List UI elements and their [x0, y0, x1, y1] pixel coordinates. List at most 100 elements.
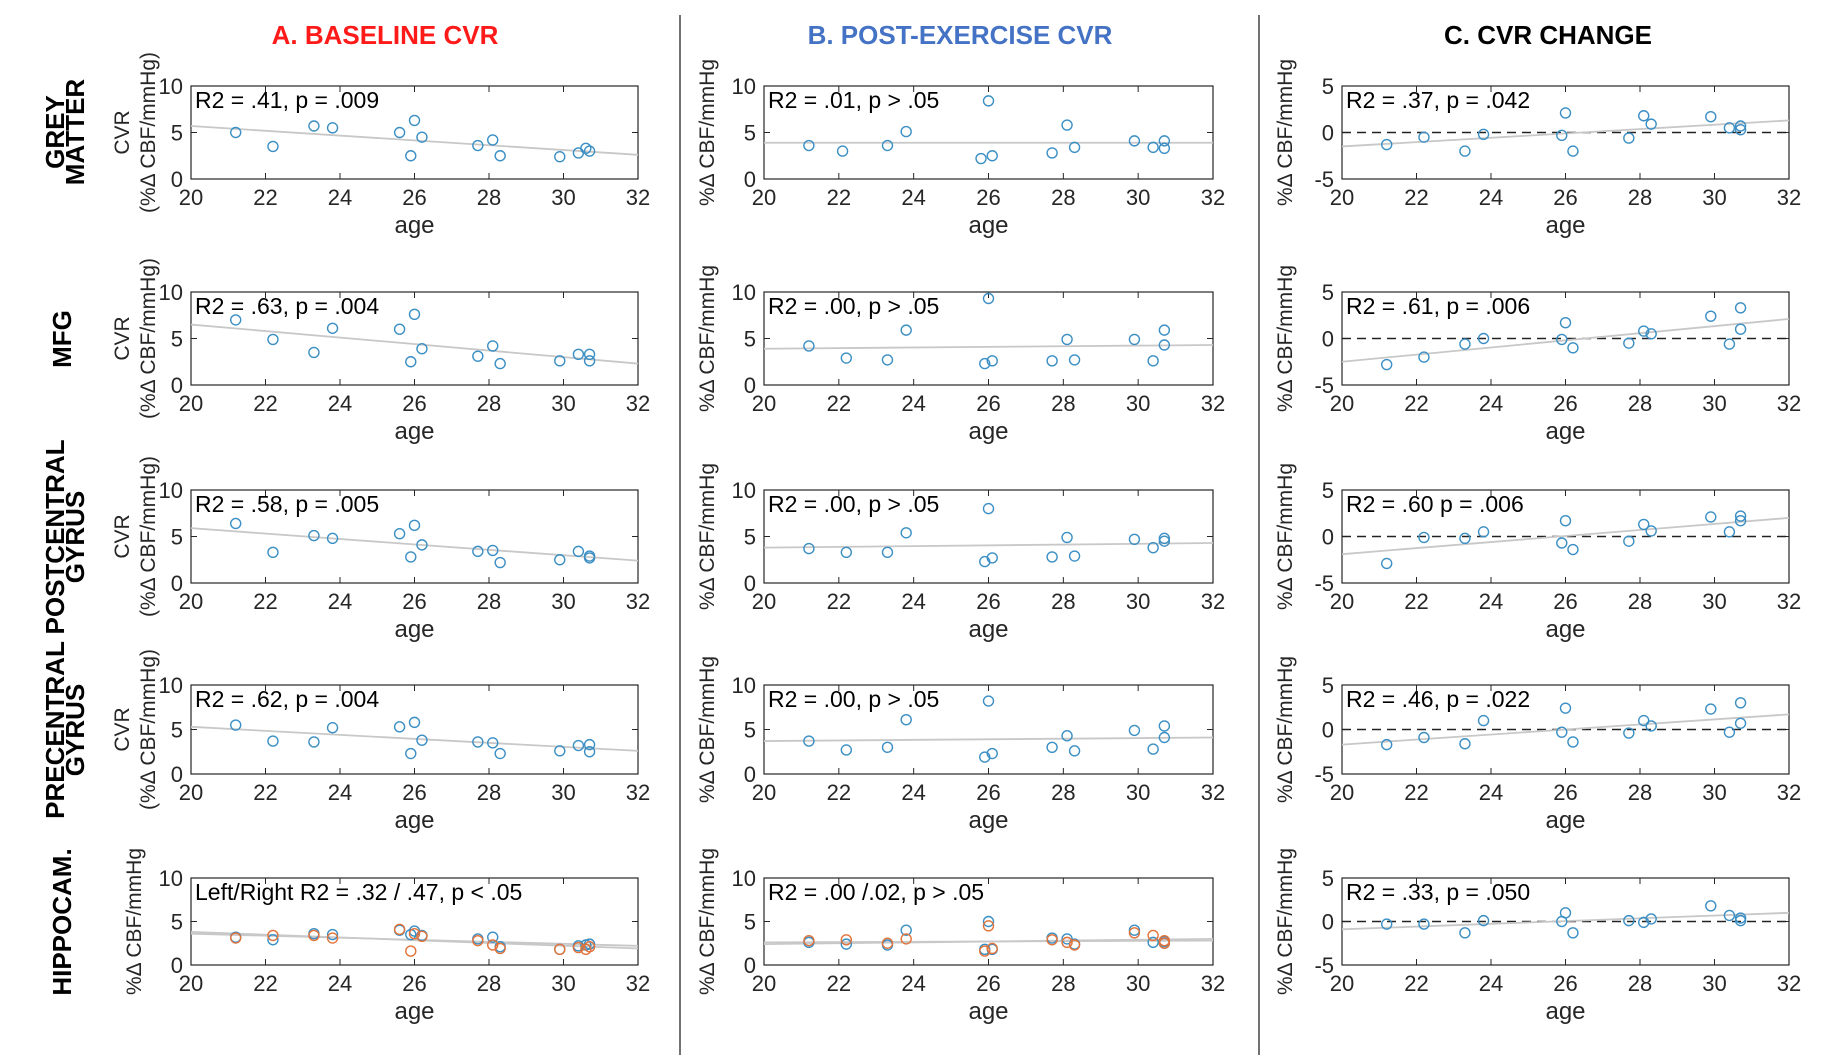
data-point-orange	[308, 929, 320, 942]
x-axis-label: age	[394, 616, 434, 643]
data-point-blue	[1158, 532, 1171, 545]
column-title-a: A. BASELINE CVR	[272, 20, 499, 50]
x-tick-label: 30	[1126, 391, 1150, 416]
y-axis-label: %Δ CBF/mmHg	[696, 656, 719, 803]
data-point-blue	[1559, 702, 1572, 714]
data-point-blue	[572, 545, 585, 558]
y-tick-label: 0	[744, 571, 756, 596]
y-axis-label: %Δ CBF/mmHg	[696, 265, 719, 412]
row-label-2-0: POSTCENTRAL	[40, 439, 70, 634]
data-point-blue	[1061, 531, 1073, 544]
panel-B3: 20 22 24 26 28 30 32 0 5 10 age %Δ CBF/mmHg R2 = .00…	[696, 463, 1225, 643]
data-point-blue	[554, 745, 566, 757]
data-point-blue	[405, 150, 417, 162]
x-axis-label: age	[968, 212, 1008, 239]
plot-area	[1342, 302, 1789, 371]
y-axis-label: (%Δ CBF/mmHg)	[137, 456, 160, 617]
data-point-blue	[472, 350, 484, 362]
x-tick-label: 26	[976, 780, 1000, 805]
data-point-orange	[979, 945, 991, 957]
data-point-blue	[583, 145, 596, 157]
x-tick-label: 28	[1051, 971, 1075, 996]
panel-A1: 20 22 24 26 28 30 32 0 5 10 age CVR (%Δ CBF/mmHg) R2 …	[111, 52, 650, 239]
data-point-blue	[982, 695, 995, 707]
x-tick-label: 30	[1702, 780, 1726, 805]
x-tick-label: 20	[752, 185, 776, 210]
panel-B4: 20 22 24 26 28 30 32 0 5 10 age %Δ CBF/mmHg R2 = .00…	[696, 656, 1225, 834]
plot-area	[764, 915, 1213, 957]
plot-frame	[190, 684, 639, 775]
data-point-blue	[1723, 338, 1736, 350]
x-tick-label: 28	[477, 589, 501, 614]
data-point-orange	[881, 937, 894, 949]
data-point-blue	[1567, 543, 1579, 556]
x-tick-label: 26	[976, 391, 1000, 416]
y-tick-label: 0	[171, 762, 183, 787]
data-point-blue	[1734, 697, 1747, 709]
data-point-blue	[408, 308, 421, 321]
data-point-orange	[393, 923, 406, 936]
data-point-blue	[494, 747, 506, 760]
x-tick-label: 32	[1777, 589, 1801, 614]
regression-line-2	[191, 932, 638, 947]
x-tick-label: 28	[1628, 971, 1652, 996]
plot-area	[1342, 900, 1789, 939]
x-tick-label: 22	[827, 391, 851, 416]
data-point-blue	[408, 519, 421, 532]
x-tick-label: 32	[626, 971, 650, 996]
x-axis-label: age	[968, 418, 1008, 445]
data-point-blue	[900, 125, 912, 138]
data-point-orange	[472, 934, 484, 947]
stat-annotation: R2 = .41, p = .009	[195, 87, 379, 113]
data-point-blue	[267, 333, 279, 346]
data-point-blue	[405, 551, 417, 563]
x-axis-label: age	[394, 212, 434, 239]
row-label-4-0: HIPPOCAM.	[47, 848, 77, 995]
data-point-blue	[986, 747, 998, 760]
data-point-blue	[1068, 141, 1081, 154]
x-tick-label: 22	[827, 185, 851, 210]
data-point-blue	[840, 744, 853, 756]
data-point-blue	[583, 738, 596, 751]
x-tick-label: 30	[551, 185, 575, 210]
x-tick-label: 22	[253, 589, 277, 614]
data-point-blue	[1734, 120, 1747, 132]
plot-area	[191, 716, 638, 760]
x-axis-label: age	[1545, 212, 1585, 239]
data-point-blue	[326, 928, 339, 941]
data-point-orange	[572, 941, 585, 954]
data-point-orange	[982, 920, 995, 932]
data-point-blue	[840, 352, 853, 364]
column-title-c: C. CVR CHANGE	[1444, 20, 1652, 50]
x-tick-label: 24	[901, 780, 925, 805]
y-tick-label: 10	[159, 478, 183, 503]
y-tick-label: 0	[744, 953, 756, 978]
x-tick-label: 32	[626, 391, 650, 416]
y-tick-label: 0	[744, 167, 756, 192]
y-axis-label: %Δ CBF/mmHg	[1274, 463, 1297, 610]
plot-area	[1342, 510, 1789, 570]
y-tick-label: 10	[732, 866, 756, 891]
data-point-blue	[1705, 703, 1717, 715]
data-point-blue	[1723, 726, 1736, 738]
data-point-blue	[1061, 730, 1073, 742]
data-point-blue	[900, 714, 912, 726]
data-point-orange	[1147, 929, 1159, 942]
data-point-blue	[1459, 738, 1471, 750]
stat-annotation: R2 = .01, p > .05	[768, 87, 939, 113]
y-tick-label: 0	[744, 373, 756, 398]
x-tick-label: 30	[1702, 589, 1726, 614]
data-point-blue	[1734, 510, 1747, 522]
x-tick-label: 22	[253, 185, 277, 210]
x-tick-label: 22	[827, 589, 851, 614]
data-point-blue	[1128, 533, 1141, 545]
data-point-blue	[1418, 918, 1430, 930]
x-tick-label: 26	[976, 589, 1000, 614]
y-tick-label: 5	[744, 525, 756, 550]
x-tick-label: 22	[1404, 589, 1428, 614]
x-tick-label: 22	[1404, 185, 1428, 210]
data-point-blue	[267, 934, 279, 946]
y-tick-label: 5	[1322, 478, 1334, 503]
x-tick-label: 20	[1330, 391, 1354, 416]
